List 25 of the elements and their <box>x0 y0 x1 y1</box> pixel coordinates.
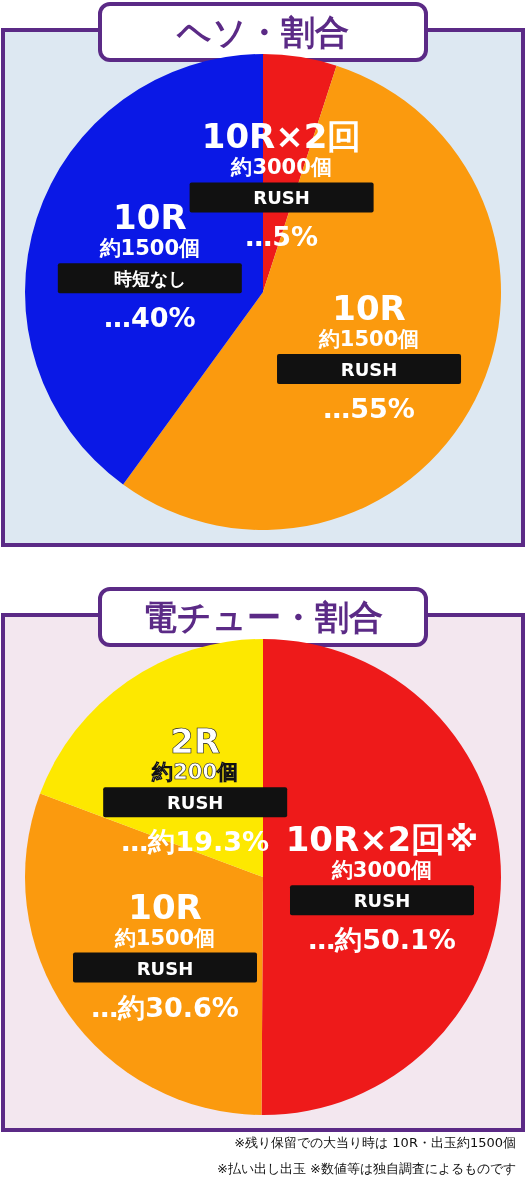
slice-label: 2R <box>170 721 221 762</box>
text: RUSH <box>340 359 398 381</box>
slice-label: 10R <box>113 197 187 238</box>
text: RUSH <box>166 792 224 814</box>
slice-label: 10R×2回 <box>201 116 362 157</box>
text: ※残り保留での大当り時は 10R・出玉約1500個 <box>234 1135 516 1150</box>
text: 約1500個 <box>113 925 216 950</box>
data-label: …40% <box>104 302 196 334</box>
slice-label: 10R×2回※ <box>285 819 479 860</box>
text: 時短なし <box>113 268 186 290</box>
chart-title: 電チュー・割合 <box>143 597 383 637</box>
slice-label: 10R <box>332 288 406 329</box>
text: ※払い出し出玉 ※数値等は独自調査によるものです <box>217 1161 516 1176</box>
data-label: …約50.1% <box>308 924 456 956</box>
data-label: …55% <box>323 393 415 425</box>
data-label: …約30.6% <box>91 991 239 1023</box>
slice-label: 10R <box>128 886 202 927</box>
text: 約3000個 <box>330 858 433 883</box>
text: RUSH <box>136 957 194 979</box>
text: RUSH <box>253 187 310 209</box>
text: 約1500個 <box>98 236 201 261</box>
text: RUSH <box>353 890 411 912</box>
chart-title: ヘソ・割合 <box>176 12 349 52</box>
text: 約200個 <box>151 760 239 785</box>
text: 約1500個 <box>317 327 420 352</box>
